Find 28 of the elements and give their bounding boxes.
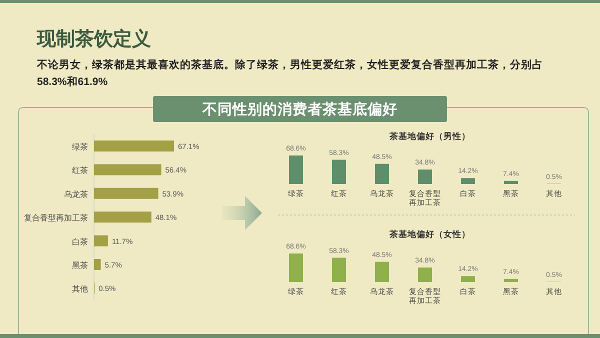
chart-title: 茶基地偏好（女性） xyxy=(388,229,470,239)
bar xyxy=(94,235,108,246)
bar xyxy=(418,268,432,282)
chart-title: 茶基地偏好（男性） xyxy=(388,131,470,141)
bar xyxy=(289,254,303,282)
y-tick-label: 红茶 xyxy=(72,166,88,176)
bar xyxy=(289,156,303,184)
bar xyxy=(332,160,346,184)
bar xyxy=(461,178,475,184)
bar xyxy=(94,164,162,176)
bar xyxy=(504,180,518,184)
y-tick-label: 白茶 xyxy=(72,237,88,246)
bar xyxy=(94,259,101,270)
bar xyxy=(94,212,152,223)
bar xyxy=(504,278,518,282)
bar xyxy=(461,276,475,282)
bar xyxy=(375,164,389,184)
text: 现制茶饮定义 xyxy=(37,28,151,52)
text: 不论男女，绿茶都是其最喜欢的茶基底。除了绿茶，男性更爱红茶，女性更爱复合香型再加工茶，分别占58.3%和61.9% xyxy=(37,58,544,90)
bar xyxy=(94,140,174,152)
text: 不同性别的消费者茶基底偏好 xyxy=(202,100,398,118)
bar xyxy=(332,258,346,282)
y-tick-label: 绿茶 xyxy=(72,142,88,152)
bar xyxy=(375,262,389,282)
bar xyxy=(418,170,432,184)
y-tick-label: 黑茶 xyxy=(72,261,88,270)
bar xyxy=(94,188,158,199)
y-tick-label: 复合香型再加工茶 xyxy=(24,214,88,223)
